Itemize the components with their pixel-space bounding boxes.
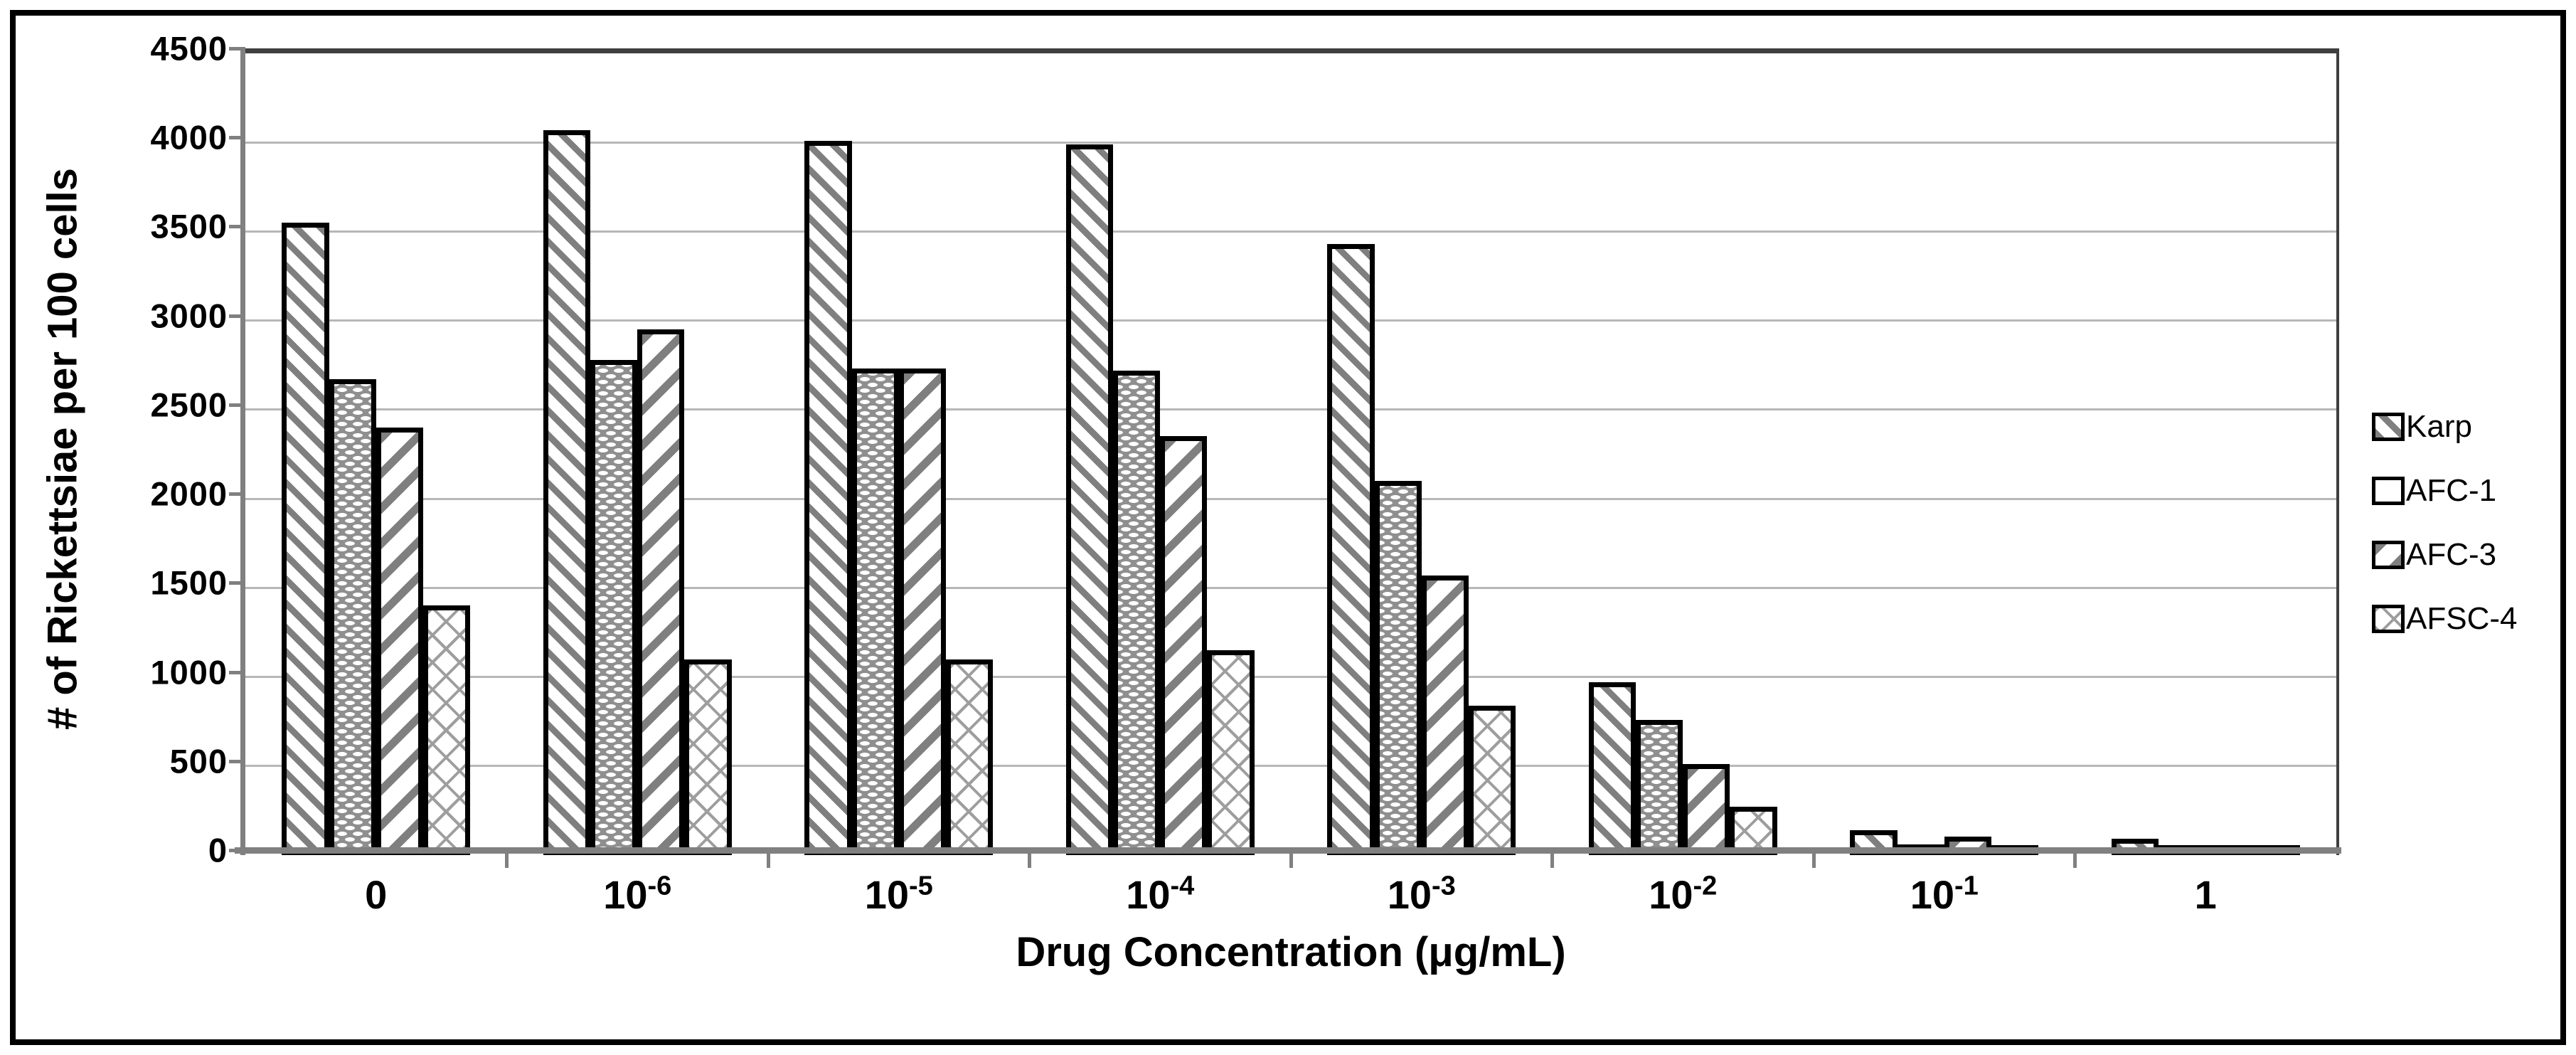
chart-legend: Karp AFC-1 AFC-3 AFSC-4 [2372, 411, 2517, 667]
bar-afsc-4-10-4 [1207, 650, 1255, 855]
y-tick-mark-4000 [229, 136, 242, 140]
y-tick-label-2500: 2500 [150, 386, 228, 424]
gridline-2500 [245, 408, 2336, 411]
bar-afc-1-0 [329, 379, 376, 855]
x-tick-label-10-6: 10-6 [603, 871, 672, 917]
x-tick-label-10-2: 10-2 [1649, 871, 1718, 917]
bar-karp-10-3 [1327, 243, 1375, 855]
exponent: -5 [909, 871, 933, 901]
bar-afsc-4-0 [422, 605, 471, 855]
x-axis-title: Drug Concentration (μg/mL) [1016, 929, 1566, 975]
gridline-500 [245, 765, 2336, 768]
legend-row-afsc-4: AFSC-4 [2372, 603, 2517, 635]
y-tick-mark-2000 [229, 492, 242, 497]
bar-afc-3-10-5 [898, 369, 946, 855]
y-tick-mark-3500 [229, 225, 242, 229]
bar-afc-1-10-2 [1636, 719, 1683, 855]
exponent: -1 [1954, 871, 1979, 901]
gridline-3500 [245, 230, 2336, 233]
bar-afc-1-10-3 [1374, 481, 1422, 855]
bar-afsc-4-10-5 [945, 659, 994, 855]
exponent: -2 [1693, 871, 1718, 901]
x-boundary-tick-2 [766, 854, 770, 868]
gridline-1500 [245, 586, 2336, 589]
x-boundary-tick-1 [505, 854, 509, 868]
x-tick-label-10-4: 10-4 [1126, 871, 1195, 917]
legend-row-afc-3: AFC-3 [2372, 539, 2517, 571]
y-tick-mark-2500 [229, 403, 242, 407]
bar-karp-10-4 [1065, 144, 1114, 855]
legend-swatch-diag-up-icon [2372, 541, 2405, 569]
y-tick-mark-3000 [229, 314, 242, 318]
y-tick-mark-500 [229, 759, 242, 763]
bar-afc-3-0 [376, 427, 423, 855]
bar-afc-1-10-5 [851, 369, 899, 855]
legend-swatch-dots-icon [2372, 477, 2405, 505]
legend-row-afc-1: AFC-1 [2372, 475, 2517, 507]
gridline-3000 [245, 319, 2336, 322]
y-tick-label-2000: 2000 [150, 475, 228, 513]
x-tick-label-0: 0 [365, 872, 388, 917]
bar-afc-1-10-6 [590, 359, 638, 855]
gridline-4000 [245, 141, 2336, 144]
exponent: -3 [1432, 871, 1456, 901]
x-tick-label-10-5: 10-5 [864, 871, 933, 917]
y-tick-label-4500: 4500 [150, 29, 228, 68]
y-tick-mark-1500 [229, 581, 242, 585]
gridline-2000 [245, 497, 2336, 500]
x-tick-label-10-1: 10-1 [1910, 871, 1979, 917]
plot-area [245, 48, 2339, 855]
bar-afc-3-10-2 [1683, 764, 1730, 855]
x-axis-line [235, 847, 2341, 854]
exponent: -6 [647, 871, 672, 901]
legend-swatch-crosshatch-icon [2372, 605, 2405, 633]
x-boundary-tick-6 [1811, 854, 1816, 868]
exponent: -4 [1170, 871, 1195, 901]
y-axis-line [240, 47, 245, 855]
y-tick-label-4000: 4000 [150, 118, 228, 157]
bar-karp-10-2 [1588, 682, 1636, 855]
legend-label-afc-3: AFC-3 [2406, 537, 2497, 572]
y-tick-label-1000: 1000 [150, 653, 228, 691]
bar-afc-3-10-6 [637, 329, 685, 855]
y-tick-mark-4500 [229, 47, 242, 51]
y-tick-label-3500: 3500 [150, 207, 228, 245]
bar-afsc-4-10-6 [684, 659, 732, 855]
x-tick-label-10-3: 10-3 [1387, 871, 1456, 917]
x-boundary-tick-4 [1289, 854, 1293, 868]
gridline-1000 [245, 676, 2336, 679]
y-tick-label-1500: 1500 [150, 563, 228, 602]
y-axis-title: # of Rickettsiae per 100 cells [39, 168, 86, 730]
bar-afc-3-10-3 [1421, 575, 1469, 855]
y-tick-label-3000: 3000 [150, 297, 228, 335]
x-boundary-tick-7 [2073, 854, 2077, 868]
bar-afc-3-10-4 [1160, 436, 1208, 855]
y-tick-label-0: 0 [208, 831, 228, 869]
legend-label-afsc-4: AFSC-4 [2406, 601, 2518, 636]
legend-label-afc-1: AFC-1 [2406, 473, 2497, 508]
bar-karp-10-5 [804, 140, 852, 855]
x-boundary-tick-5 [1550, 854, 1554, 868]
y-tick-label-500: 500 [169, 742, 228, 780]
bar-afsc-4-10-3 [1468, 705, 1516, 855]
x-boundary-tick-3 [1028, 854, 1031, 868]
x-tick-label-1: 1 [2194, 872, 2217, 917]
y-tick-mark-1000 [229, 670, 242, 674]
legend-swatch-diag-down-icon [2372, 413, 2405, 441]
bar-karp-0 [282, 222, 329, 855]
legend-label-karp: Karp [2406, 409, 2472, 444]
legend-row-karp: Karp [2372, 411, 2517, 442]
bar-karp-10-6 [543, 129, 591, 855]
bar-afc-1-10-4 [1113, 370, 1161, 855]
